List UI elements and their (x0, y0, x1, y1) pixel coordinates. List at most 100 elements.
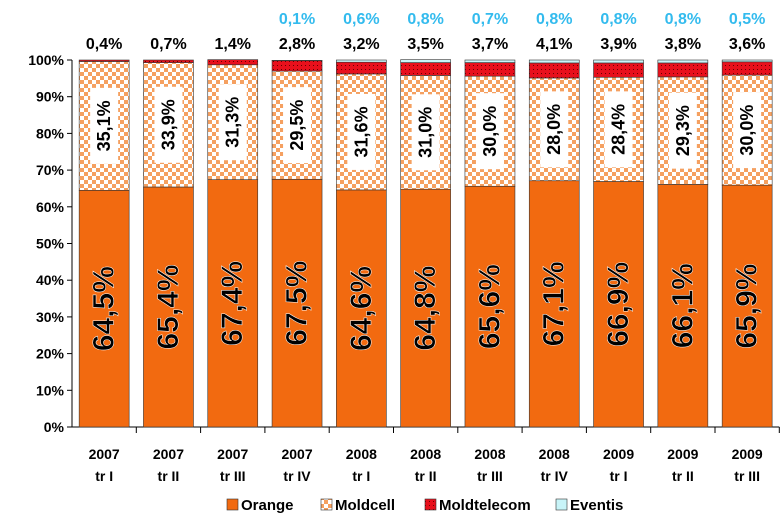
bar-segment (657, 59, 709, 64)
data-label: 30,0% (480, 106, 500, 157)
data-label: 28,0% (544, 104, 564, 155)
bar-segment (528, 180, 580, 428)
x-tick-label: 2008 tr II (410, 446, 442, 484)
bar-segment (528, 62, 580, 79)
x-tick-label: 2009 tr II (667, 446, 699, 484)
x-tick-label: 2007 tr I (88, 446, 120, 484)
x-tick-label: 2009 tr III (731, 446, 763, 484)
bar-segment (464, 62, 516, 77)
bar-segment (464, 59, 516, 63)
bar-segment (593, 62, 644, 78)
data-label: 33,9% (158, 99, 178, 150)
data-label: 65,4% (152, 264, 185, 349)
x-tick-label: 2009 tr I (602, 446, 635, 484)
data-label: 0,7% (472, 11, 508, 28)
bar-segment (400, 59, 451, 63)
data-label: 67,1% (538, 261, 571, 346)
bar-segment (207, 59, 259, 66)
data-label: 3,5% (407, 36, 443, 53)
data-label: 0,5% (729, 11, 765, 28)
data-label: 65,9% (731, 264, 764, 349)
x-tick-label: 2008 tr IV (538, 446, 570, 484)
legend-swatch (424, 498, 437, 511)
data-label: 66,1% (666, 263, 699, 348)
bar-segment (336, 189, 387, 428)
data-label: 3,9% (600, 36, 636, 53)
bar-segment (336, 61, 387, 75)
data-label: 30,0% (737, 105, 757, 156)
x-tick-label: 2007 tr II (152, 446, 185, 484)
bar-segment (593, 59, 644, 64)
data-label: 0,8% (407, 11, 443, 28)
legend-label: Moldtelecom (439, 497, 531, 514)
y-tick-label: 80% (36, 125, 65, 141)
data-label: 3,2% (343, 36, 379, 53)
x-tick-label: 2008 tr I (345, 446, 377, 484)
bar-segment (657, 184, 709, 428)
bar-segment (721, 59, 773, 63)
bar-segment (143, 59, 194, 63)
bar-segment (271, 178, 323, 428)
legend-label: Orange (241, 497, 294, 514)
bar-segment (400, 188, 451, 428)
bar-segment (721, 61, 773, 76)
y-tick-label: 90% (36, 89, 65, 105)
data-label: 0,8% (600, 11, 636, 28)
y-tick-label: 50% (36, 236, 65, 252)
y-tick-label: 10% (36, 382, 65, 398)
legend-label: Eventis (570, 497, 623, 514)
data-label: 31,0% (416, 107, 436, 158)
legend-swatch (555, 498, 568, 511)
data-label: 0,8% (665, 11, 701, 28)
data-label: 1,4% (215, 36, 251, 53)
data-label: 65,6% (473, 264, 506, 349)
legend-swatch (320, 498, 333, 511)
data-label: 67,5% (281, 261, 314, 346)
data-label: 64,5% (88, 266, 121, 351)
bar-segment (78, 189, 130, 428)
x-tick-label: 2007 tr III (217, 446, 249, 484)
x-tick-label: 2007 tr IV (281, 446, 313, 484)
y-tick-label: 70% (36, 162, 65, 178)
data-label: 31,3% (223, 97, 243, 148)
bar-segment (271, 60, 323, 72)
data-label: 0,1% (279, 11, 315, 28)
legend-swatch (226, 498, 239, 511)
data-label: 28,4% (609, 104, 629, 155)
y-tick-label: 0% (44, 419, 65, 435)
data-label: 2,8% (279, 36, 315, 53)
y-tick-label: 60% (36, 199, 65, 215)
data-label: 0,6% (343, 11, 379, 28)
data-label: 3,8% (665, 36, 701, 53)
data-label: 64,8% (409, 266, 442, 351)
y-tick-label: 100% (28, 52, 64, 68)
legend-label: Moldcell (335, 497, 395, 514)
bar-segment (207, 179, 259, 428)
data-label: 3,7% (472, 36, 508, 53)
y-tick-label: 30% (36, 309, 65, 325)
bar-segment (336, 59, 387, 63)
data-label: 31,6% (351, 106, 371, 157)
bar-segment (721, 184, 773, 428)
data-label: 0,4% (86, 36, 122, 53)
bar-segment (657, 62, 709, 78)
data-label: 35,1% (94, 100, 114, 151)
y-tick-label: 40% (36, 272, 65, 288)
data-label: 67,4% (216, 261, 249, 346)
data-label: 29,5% (287, 100, 307, 151)
data-label: 64,6% (345, 266, 378, 351)
y-tick-label: 20% (36, 346, 65, 362)
bar-segment (78, 59, 130, 62)
bar-segment (464, 185, 516, 428)
data-label: 0,8% (536, 11, 572, 28)
bar-segment (528, 59, 580, 64)
data-label: 3,6% (729, 36, 765, 53)
data-label: 66,9% (602, 262, 635, 347)
bar-segment (400, 62, 451, 76)
data-label: 0,7% (150, 36, 186, 53)
x-tick-label: 2008 tr III (474, 446, 506, 484)
data-label: 4,1% (536, 36, 572, 53)
data-label: 29,3% (673, 105, 693, 156)
